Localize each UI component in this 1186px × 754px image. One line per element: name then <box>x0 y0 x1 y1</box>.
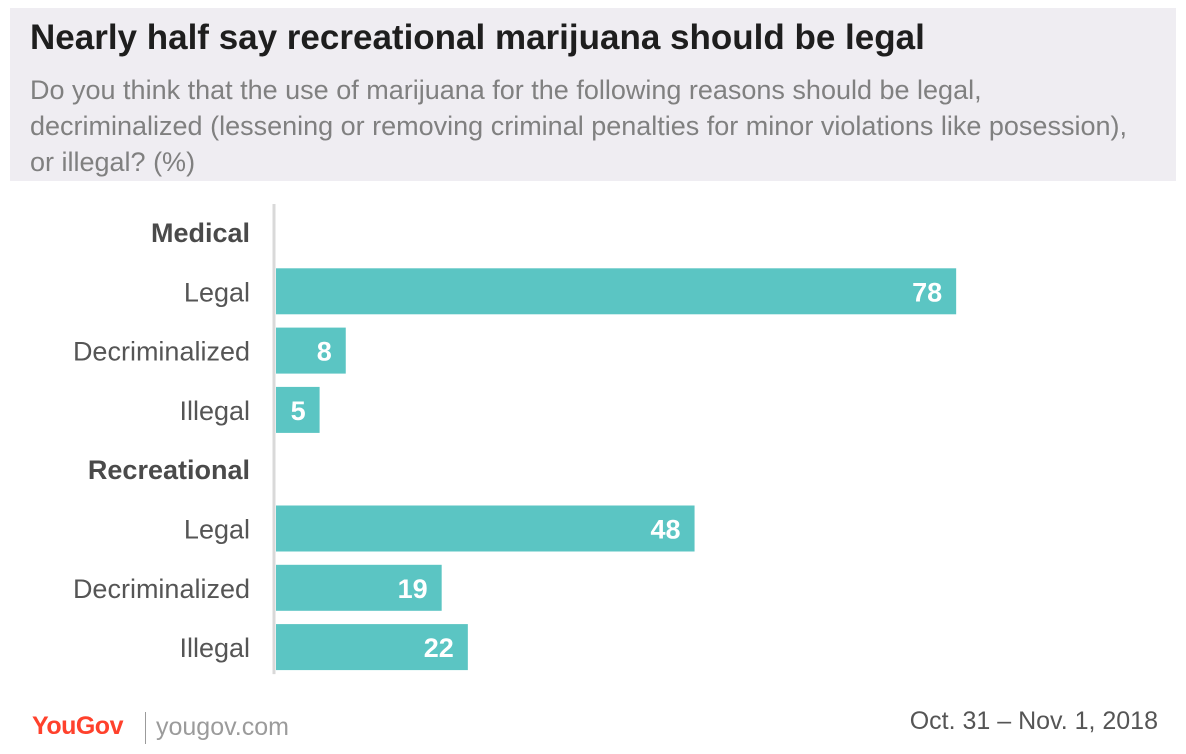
footer-date: Oct. 31 – Nov. 1, 2018 <box>909 707 1158 735</box>
chart-title: Nearly half say recreational marijuana s… <box>30 18 925 57</box>
group-label-medical: Medical <box>151 218 250 248</box>
header-panel: Nearly half say recreational marijuana s… <box>10 8 1176 181</box>
value-label: 78 <box>912 277 942 307</box>
value-label: 8 <box>317 337 332 367</box>
category-label: Legal <box>184 515 250 545</box>
bar <box>276 386 320 433</box>
value-label: 22 <box>424 633 454 663</box>
bar <box>276 505 695 552</box>
bar <box>276 268 957 315</box>
footer-divider <box>145 712 146 744</box>
bar <box>276 327 346 374</box>
category-label: Decriminalized <box>73 574 250 604</box>
yougov-logo: YouGov <box>32 712 123 740</box>
bar <box>276 564 442 611</box>
footer-url: yougov.com <box>156 713 289 741</box>
category-label: Illegal <box>179 396 250 426</box>
chart-subtitle: Do you think that the use of marijuana f… <box>30 75 1127 177</box>
bar <box>276 624 468 671</box>
bar-chart: Medical Legal 78 Decriminalized 8 Illegal 5 Rec… <box>73 204 957 675</box>
group-label-recreational: Recreational <box>88 455 250 485</box>
category-label: Decriminalized <box>73 337 250 367</box>
value-label: 5 <box>291 396 306 426</box>
category-label: Legal <box>184 277 250 307</box>
category-label: Illegal <box>179 633 250 663</box>
value-label: 19 <box>398 574 428 604</box>
value-label: 48 <box>651 515 681 545</box>
